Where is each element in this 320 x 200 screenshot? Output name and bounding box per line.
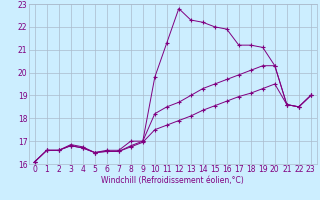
- X-axis label: Windchill (Refroidissement éolien,°C): Windchill (Refroidissement éolien,°C): [101, 176, 244, 185]
